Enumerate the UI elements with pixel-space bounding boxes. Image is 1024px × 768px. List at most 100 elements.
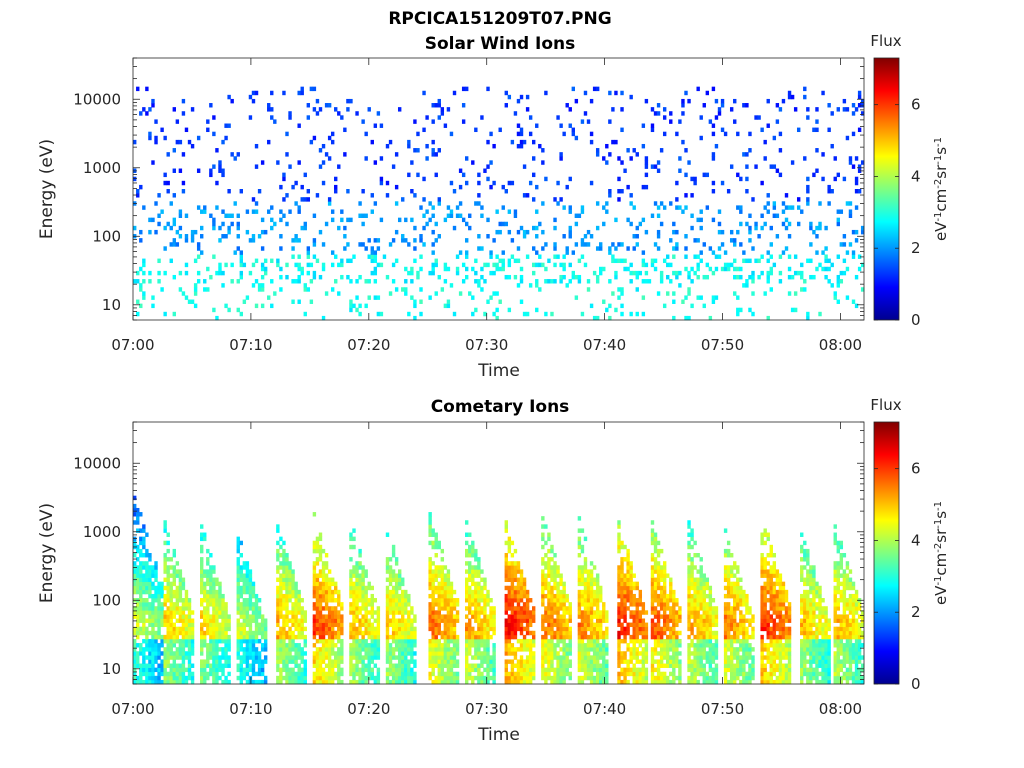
spectrogram-cell (169, 618, 173, 623)
spectrogram-cell (187, 671, 192, 677)
spectrogram-cell (474, 663, 478, 668)
spectrogram-cell (218, 634, 222, 640)
spectrogram-cell (504, 643, 508, 648)
spectrogram-cell (477, 634, 481, 640)
spectrogram-cell (370, 630, 374, 636)
spectrogram-cell (136, 659, 140, 664)
spectrogram-cell (391, 675, 396, 681)
spectrogram-cell (842, 258, 847, 264)
spectrogram-cell (321, 638, 326, 644)
spectrogram-cell (437, 103, 441, 108)
spectrogram-cell (391, 638, 396, 644)
spectrogram-cell (364, 638, 368, 644)
spectrogram-cell (565, 663, 569, 668)
spectrogram-cell (312, 561, 317, 566)
spectrogram-cell (279, 671, 283, 677)
spectrogram-cell (148, 581, 152, 587)
spectrogram-cell (638, 598, 643, 603)
spectrogram-cell (559, 679, 563, 685)
spectrogram-cell (522, 679, 527, 685)
spectrogram-cell (580, 581, 585, 587)
spectrogram-cell (196, 270, 201, 276)
spectrogram-cell (641, 258, 646, 264)
spectrogram-cell (595, 581, 600, 587)
spectrogram-cell (605, 160, 609, 165)
spectrogram-cell (507, 274, 512, 280)
spectrogram-cell (169, 626, 173, 632)
spectrogram-cell (845, 266, 850, 272)
spectrogram-cell (160, 585, 164, 591)
spectrogram-cell (352, 606, 356, 611)
spectrogram-cell (215, 675, 219, 681)
spectrogram-cell (589, 630, 594, 636)
spectrogram-cell (468, 643, 472, 648)
spectrogram-cell (178, 663, 183, 668)
spectrogram-cell (556, 565, 560, 570)
spectrogram-cell (465, 553, 469, 558)
spectrogram-cell (501, 262, 505, 268)
spectrogram-cell (288, 626, 292, 632)
spectrogram-cell (276, 675, 280, 681)
spectrogram-cell (751, 270, 755, 276)
spectrogram-cell (544, 647, 548, 652)
spectrogram-cell (154, 606, 158, 611)
spectrogram-cell (242, 638, 247, 644)
spectrogram-cell (163, 135, 167, 141)
spectrogram-cell (291, 643, 295, 648)
spectrogram-cell (224, 655, 228, 660)
spectrogram-cell (212, 131, 216, 137)
spectrogram-cell (407, 598, 411, 603)
spectrogram-cell (148, 606, 152, 611)
spectrogram-cell (309, 86, 314, 92)
spectrogram-cell (312, 86, 317, 92)
spectrogram-cell (297, 593, 301, 599)
spectrogram-cell (443, 581, 448, 587)
spectrogram-cell (340, 643, 344, 648)
spectrogram-cell (291, 573, 295, 578)
spectrogram-cell (349, 585, 353, 591)
spectrogram-cell (471, 266, 475, 272)
spectrogram-cell (589, 303, 594, 309)
spectrogram-cell (254, 618, 259, 623)
spectrogram-cell (151, 643, 155, 648)
spectrogram-cell (443, 638, 448, 644)
spectrogram-cell (553, 675, 557, 681)
spectrogram-cell (638, 614, 643, 619)
spectrogram-cell (270, 217, 274, 223)
spectrogram-cell (352, 536, 356, 542)
spectrogram-cell (413, 626, 417, 632)
spectrogram-cell (388, 634, 393, 640)
spectrogram-cell (361, 242, 365, 247)
spectrogram-cell (769, 287, 773, 292)
spectrogram-cell (364, 303, 368, 309)
spectrogram-cell (562, 598, 566, 603)
spectrogram-cell (507, 229, 512, 235)
spectrogram-cell (617, 540, 621, 546)
spectrogram-cell (541, 589, 545, 595)
spectrogram-cell (577, 634, 582, 640)
spectrogram-cell (224, 630, 228, 636)
spectrogram-cell (617, 663, 621, 668)
spectrogram-cell (245, 651, 250, 656)
spectrogram-cell (263, 675, 268, 681)
spectrogram-cell (620, 638, 624, 644)
spectrogram-cell (681, 98, 685, 104)
spectrogram-cell (379, 176, 384, 182)
spectrogram-cell (327, 156, 332, 161)
spectrogram-cell (221, 630, 225, 636)
spectrogram-cell (401, 630, 405, 636)
spectrogram-cell (267, 107, 271, 112)
spectrogram-cell (166, 593, 170, 599)
spectrogram-cell (754, 115, 758, 120)
spectrogram-cell (471, 663, 475, 668)
spectrogram-cell (133, 675, 137, 681)
spectrogram-cell (449, 634, 454, 640)
spectrogram-cell (410, 647, 414, 652)
spectrogram-cell (739, 307, 743, 313)
spectrogram-cell (346, 217, 350, 223)
spectrogram-cell (209, 172, 213, 178)
spectrogram-cell (334, 663, 338, 668)
spectrogram-cell (324, 589, 329, 595)
spectrogram-cell (248, 655, 253, 660)
